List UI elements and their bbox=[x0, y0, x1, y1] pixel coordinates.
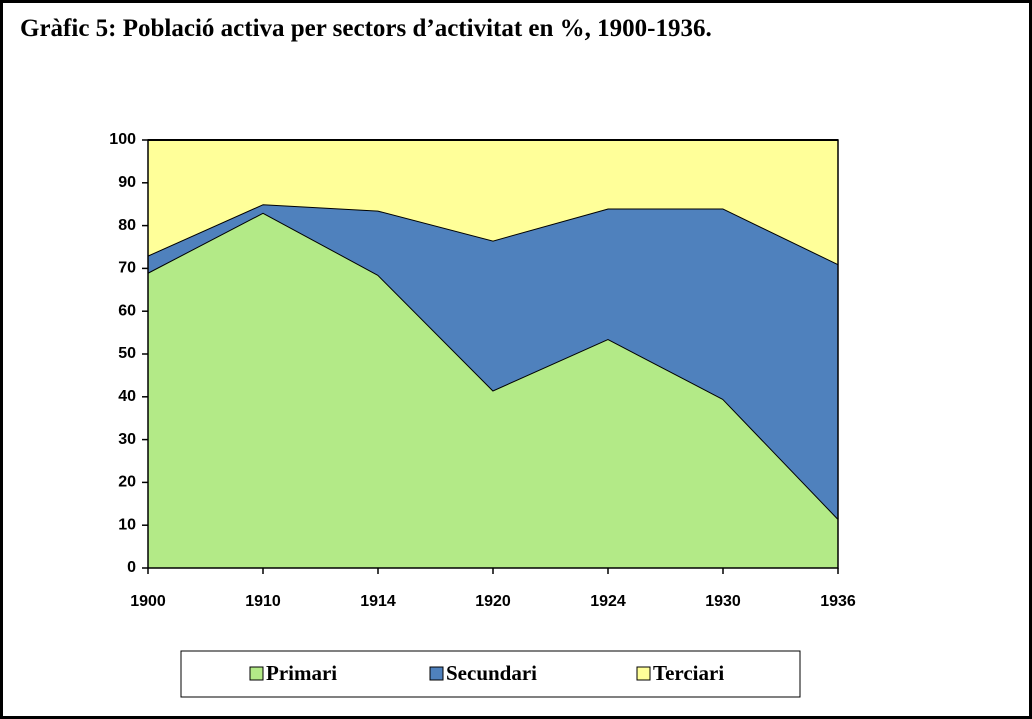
y-tick-label: 40 bbox=[118, 388, 136, 405]
legend-box bbox=[180, 650, 801, 698]
legend-swatch bbox=[249, 666, 264, 681]
x-tick-label: 1900 bbox=[130, 593, 166, 610]
y-tick-label: 10 bbox=[118, 516, 136, 533]
chart-title: Gràfic 5: Població activa per sectors d’… bbox=[20, 15, 712, 42]
area bbox=[148, 204, 838, 519]
y-tick-label: 60 bbox=[118, 302, 136, 319]
y-tick-label: 0 bbox=[127, 559, 136, 576]
y-tick-label: 90 bbox=[118, 174, 136, 191]
area bbox=[148, 140, 838, 265]
y-tick-label: 30 bbox=[118, 431, 136, 448]
y-tick-label: 50 bbox=[118, 345, 136, 362]
x-tick-label: 1910 bbox=[245, 593, 281, 610]
y-tick-label: 20 bbox=[118, 474, 136, 491]
x-tick-label: 1920 bbox=[475, 593, 511, 610]
x-tick-label: 1936 bbox=[820, 593, 856, 610]
legend-label: Secundari bbox=[446, 661, 537, 685]
legend-label: Primari bbox=[266, 661, 337, 685]
x-tick-label: 1930 bbox=[705, 593, 741, 610]
x-tick-label: 1914 bbox=[360, 593, 396, 610]
legend-label: Terciari bbox=[653, 661, 724, 685]
x-tick-label: 1924 bbox=[590, 593, 626, 610]
y-tick-label: 100 bbox=[109, 131, 136, 148]
y-tick-label: 80 bbox=[118, 217, 136, 234]
legend-swatch bbox=[429, 666, 444, 681]
y-tick-label: 70 bbox=[118, 260, 136, 277]
legend-swatch bbox=[636, 666, 651, 681]
